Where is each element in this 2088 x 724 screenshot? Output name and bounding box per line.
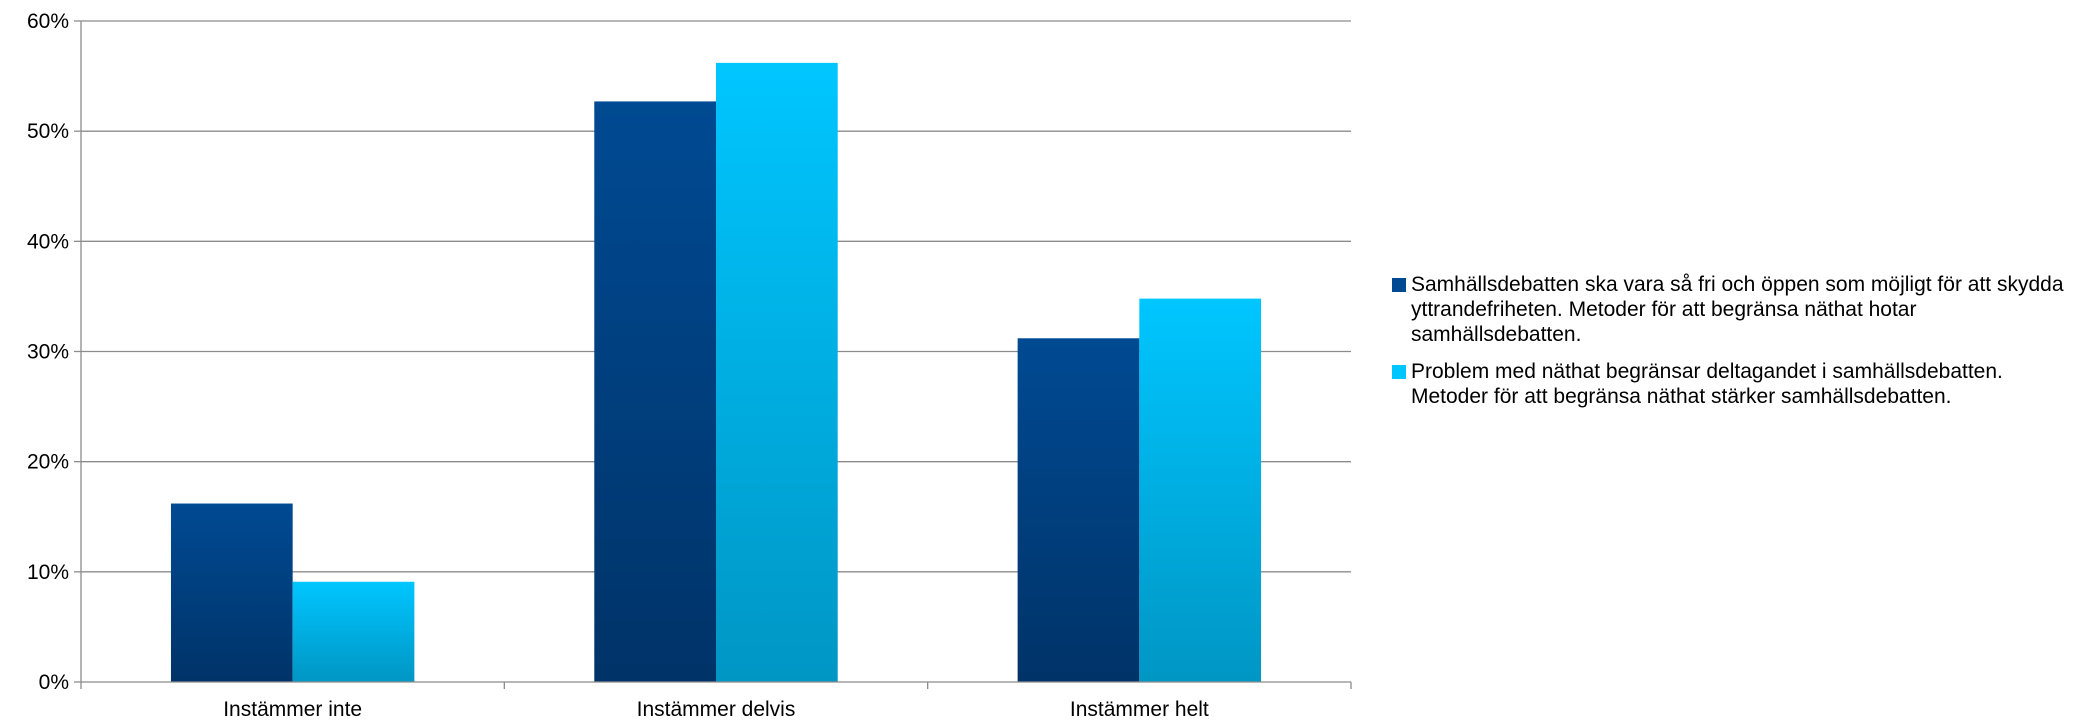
legend-item-series-1: Samhällsdebatten ska vara så fri och öpp… bbox=[1392, 272, 2072, 347]
y-tick-label: 50% bbox=[27, 120, 69, 143]
axes bbox=[74, 20, 1352, 689]
y-tick-label: 0% bbox=[39, 671, 69, 694]
bar-series-2-3 bbox=[1139, 298, 1262, 682]
bar-series-1-1 bbox=[170, 503, 293, 682]
y-tick-label: 10% bbox=[27, 561, 69, 584]
legend: Samhällsdebatten ska vara så fri och öpp… bbox=[1392, 272, 2072, 421]
legend-label-series-2: Problem med näthat begränsar deltagandet… bbox=[1411, 360, 2003, 408]
x-axis-category-labels: Instämmer inte Instämmer delvis Instämmer … bbox=[223, 698, 1209, 721]
y-tick-label: 60% bbox=[27, 10, 69, 33]
x-category-label: Instämmer helt bbox=[1070, 698, 1209, 721]
y-tick-label: 40% bbox=[27, 230, 69, 253]
legend-swatch-series-1 bbox=[1392, 278, 1406, 292]
x-category-label: Instämmer inte bbox=[223, 698, 362, 721]
y-axis-tick-labels: 0% 10% 20% 30% 40% 50% 60% bbox=[27, 10, 69, 694]
bar-series-1-2 bbox=[594, 101, 716, 682]
bar-series-2-1 bbox=[292, 581, 415, 682]
legend-label-series-1: Samhällsdebatten ska vara så fri och öpp… bbox=[1411, 273, 2064, 346]
bars bbox=[170, 62, 1262, 682]
bar-series-2-2 bbox=[716, 62, 838, 682]
x-category-label: Instämmer delvis bbox=[637, 698, 796, 721]
legend-item-series-2: Problem med näthat begränsar deltagandet… bbox=[1392, 359, 2072, 409]
y-tick-label: 20% bbox=[27, 451, 69, 474]
bar-series-1-3 bbox=[1017, 338, 1140, 682]
y-tick-label: 30% bbox=[27, 341, 69, 364]
legend-swatch-series-2 bbox=[1392, 365, 1406, 379]
